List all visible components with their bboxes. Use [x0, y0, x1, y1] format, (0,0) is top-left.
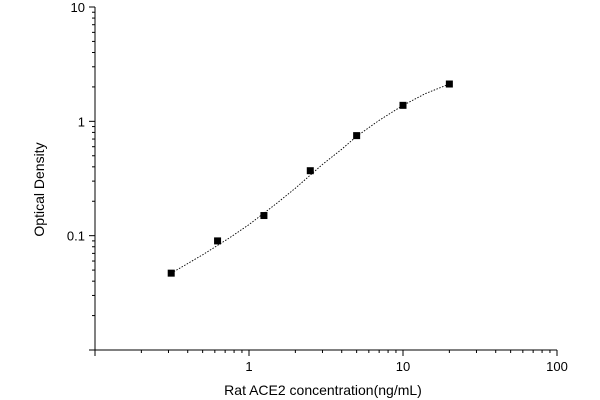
- axes: [89, 6, 558, 356]
- data-point: [306, 167, 314, 175]
- data-point: [353, 132, 361, 140]
- data-points-layer: [167, 80, 453, 277]
- x-tick-label: 1: [245, 359, 252, 374]
- fit-curve: [170, 83, 450, 274]
- y-tick-label: 1: [78, 114, 85, 129]
- data-point: [445, 80, 453, 88]
- x-tick-label: 10: [396, 359, 410, 374]
- y-axis-label: Optical Density: [31, 142, 47, 236]
- y-tick-label: 0.1: [67, 229, 85, 244]
- fit-curve-layer: [170, 83, 450, 274]
- tick-labels: 1 10 100 0.1 1 10: [67, 0, 568, 374]
- x-tick-label: 100: [546, 359, 568, 374]
- data-point: [260, 212, 268, 220]
- data-point: [399, 101, 407, 109]
- data-point: [214, 237, 222, 245]
- x-axis-label: Rat ACE2 concentration(ng/mL): [224, 382, 422, 398]
- y-tick-label: 10: [71, 0, 85, 15]
- data-point: [167, 269, 175, 277]
